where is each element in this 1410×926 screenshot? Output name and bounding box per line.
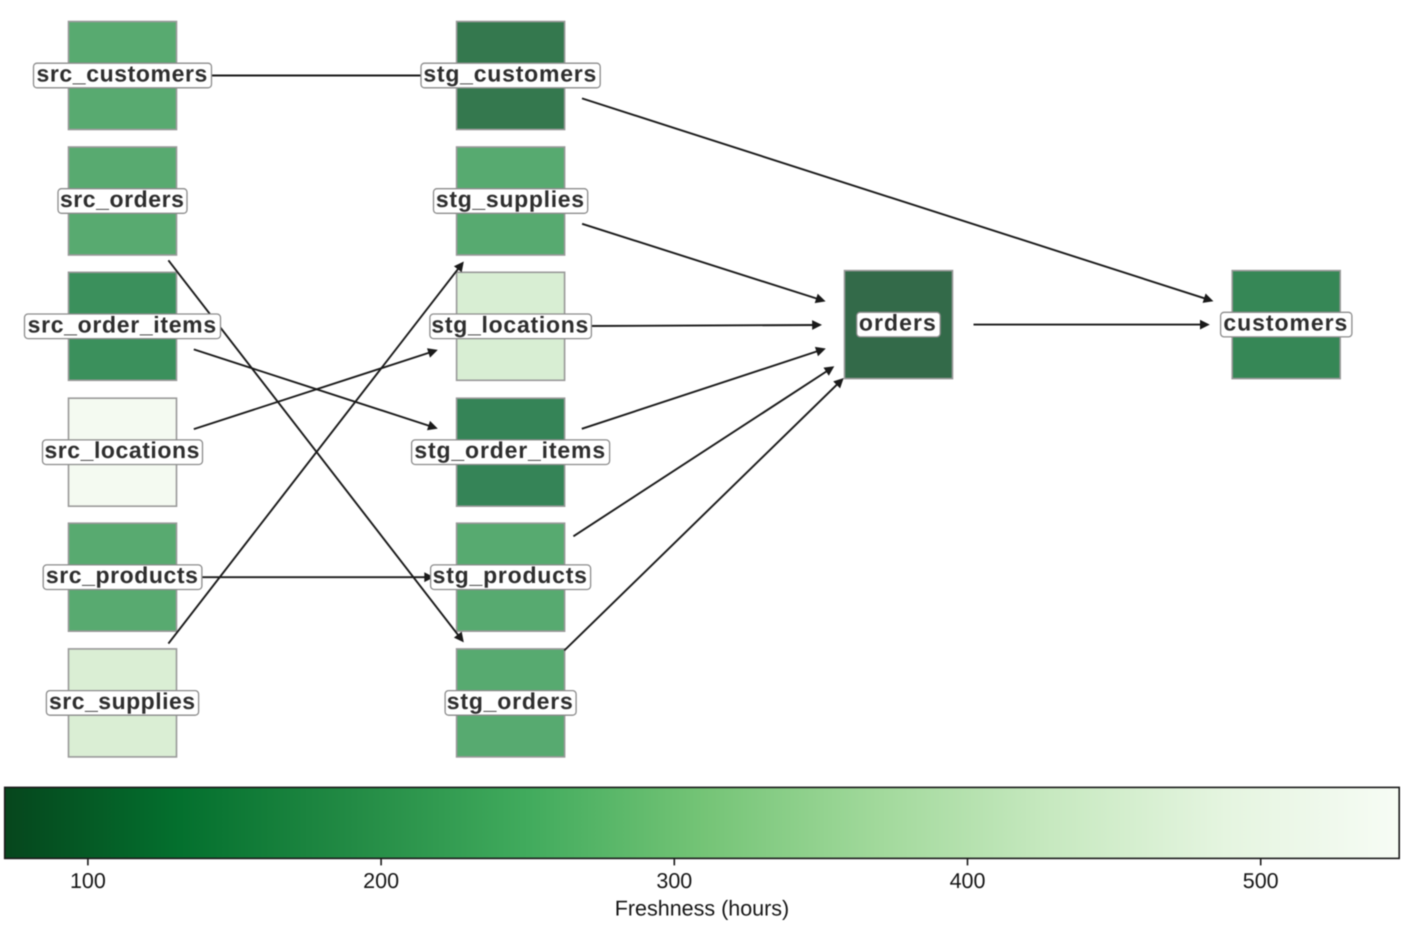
svg-text:src_supplies: src_supplies: [49, 688, 196, 714]
svg-text:stg_locations: stg_locations: [431, 311, 589, 337]
svg-text:src_order_items: src_order_items: [28, 311, 217, 337]
svg-text:500: 500: [1243, 869, 1279, 893]
svg-text:src_products: src_products: [46, 562, 199, 588]
svg-text:src_locations: src_locations: [44, 437, 199, 463]
svg-text:stg_supplies: stg_supplies: [436, 186, 585, 212]
svg-text:stg_order_items: stg_order_items: [414, 437, 606, 463]
svg-text:stg_orders: stg_orders: [447, 688, 574, 714]
svg-text:300: 300: [656, 869, 692, 893]
svg-text:orders: orders: [859, 310, 937, 336]
svg-text:src_orders: src_orders: [60, 186, 185, 212]
svg-text:src_customers: src_customers: [36, 61, 207, 87]
svg-text:stg_customers: stg_customers: [423, 61, 597, 87]
svg-text:100: 100: [70, 869, 106, 893]
svg-text:200: 200: [363, 869, 399, 893]
svg-text:customers: customers: [1223, 310, 1348, 336]
svg-text:400: 400: [950, 869, 986, 893]
svg-text:Freshness (hours): Freshness (hours): [615, 896, 789, 920]
svg-text:stg_products: stg_products: [433, 562, 588, 588]
